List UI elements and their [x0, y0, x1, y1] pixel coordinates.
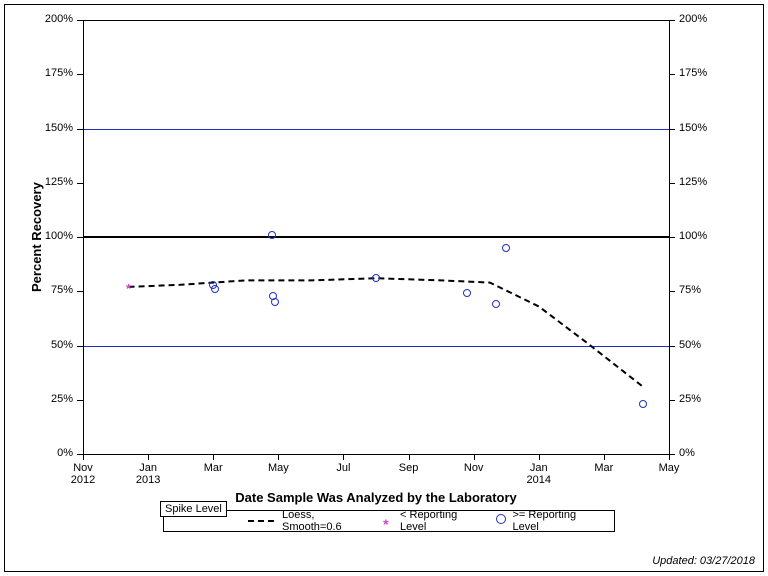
x-tick-label: Jan 2014 [514, 462, 564, 486]
data-point [492, 300, 500, 308]
legend-item: Loess, Smooth=0.6 [248, 509, 367, 533]
x-tick-label: May [253, 462, 303, 474]
x-tick-label: Jan 2013 [123, 462, 173, 486]
x-tick-label: Mar [579, 462, 629, 474]
y-tick-label: 0% [57, 447, 73, 459]
y-tick-label: 125% [45, 176, 73, 188]
y-tick-label: 50% [51, 339, 73, 351]
y2-tick-label: 0% [679, 447, 695, 459]
reference-line [84, 346, 669, 347]
legend: Spike LevelLoess, Smooth=0.6*< Reporting… [163, 510, 615, 532]
legend-title: Spike Level [160, 501, 227, 517]
y-tick-label: 100% [45, 230, 73, 242]
y-tick-label: 175% [45, 67, 73, 79]
legend-label: Loess, Smooth=0.6 [282, 509, 367, 533]
x-tick-label: May [644, 462, 694, 474]
y2-tick-label: 25% [679, 393, 701, 405]
legend-item: >= Reporting Level [496, 509, 598, 533]
data-point [271, 298, 279, 306]
y2-tick-label: 50% [679, 339, 701, 351]
y-axis-label: Percent Recovery [29, 182, 44, 292]
data-point [268, 231, 276, 239]
chart-frame: Percent Recovery Date Sample Was Analyze… [4, 4, 764, 572]
data-point [211, 285, 219, 293]
y-tick-label: 150% [45, 122, 73, 134]
y2-tick-label: 200% [679, 13, 707, 25]
x-tick-label: Jul [318, 462, 368, 474]
legend-item: *< Reporting Level [383, 509, 479, 533]
x-tick-label: Sep [384, 462, 434, 474]
y2-tick-label: 125% [679, 176, 707, 188]
data-point [502, 244, 510, 252]
y-tick-label: 75% [51, 284, 73, 296]
y2-tick-label: 150% [679, 122, 707, 134]
y-tick-label: 25% [51, 393, 73, 405]
legend-label: >= Reporting Level [512, 509, 598, 533]
data-point [639, 400, 647, 408]
data-point [463, 289, 471, 297]
x-tick-label: Nov 2012 [58, 462, 108, 486]
legend-label: < Reporting Level [400, 509, 480, 533]
data-point [372, 274, 380, 282]
y2-tick-label: 75% [679, 284, 701, 296]
footnote: Updated: 03/27/2018 [652, 555, 755, 567]
x-tick-label: Nov [449, 462, 499, 474]
x-tick-label: Mar [188, 462, 238, 474]
reference-line [84, 129, 669, 130]
reference-line [84, 236, 669, 238]
y-tick-label: 200% [45, 13, 73, 25]
y2-tick-label: 175% [679, 67, 707, 79]
data-point-below: * [126, 285, 131, 293]
y2-tick-label: 100% [679, 230, 707, 242]
